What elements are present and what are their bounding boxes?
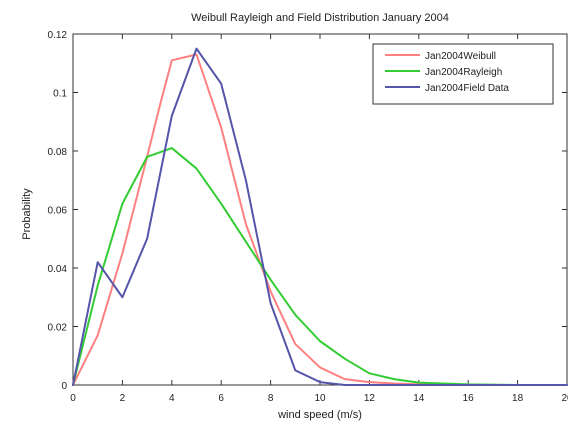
legend-label-1: Jan2004Weibull: [425, 51, 496, 62]
y-tick-label: 0.04: [48, 264, 68, 275]
y-tick-label: 0.1: [53, 89, 67, 100]
y-tick-label: 0: [61, 381, 67, 392]
x-tick-label: 12: [364, 393, 376, 404]
x-tick-label: 20: [561, 393, 568, 404]
legend-items: Jan2004Weibull Jan2004Rayleigh Jan2004Fiel…: [385, 51, 509, 94]
chart-title: Weibull Rayleigh and Field Distribution …: [191, 12, 449, 24]
series-line-3: [72, 47, 568, 386]
x-tick-label: 0: [70, 393, 76, 404]
y-tick-label: 0.12: [48, 30, 68, 41]
legend-label-3: Jan2004Field Data: [425, 83, 509, 94]
series-group: [72, 47, 568, 386]
x-tick-group: 0 2 4 6 8 10 12 14 16 18 20: [70, 34, 568, 404]
x-tick-label: 16: [463, 393, 475, 404]
y-tick-group: 0 0.02 0.04 0.06 0.08 0.1 0.12: [48, 30, 567, 392]
y-tick-label: 0.06: [48, 206, 68, 217]
x-tick-label: 18: [512, 393, 524, 404]
x-tick-label: 10: [314, 393, 326, 404]
x-tick-label: 4: [169, 393, 175, 404]
y-tick-label: 0.02: [48, 323, 68, 334]
legend-label-2: Jan2004Rayleigh: [425, 67, 502, 78]
x-tick-label: 6: [218, 393, 224, 404]
y-axis-title: Probability: [21, 188, 33, 240]
legend: Jan2004Weibull Jan2004Rayleigh Jan2004Fiel…: [372, 43, 554, 105]
x-tick-label: 14: [413, 393, 425, 404]
y-tick-label: 0.08: [48, 147, 68, 158]
x-axis-title: wind speed (m/s): [277, 409, 362, 421]
x-tick-label: 8: [268, 393, 274, 404]
series-line-2: [72, 147, 568, 386]
x-tick-label: 2: [120, 393, 126, 404]
